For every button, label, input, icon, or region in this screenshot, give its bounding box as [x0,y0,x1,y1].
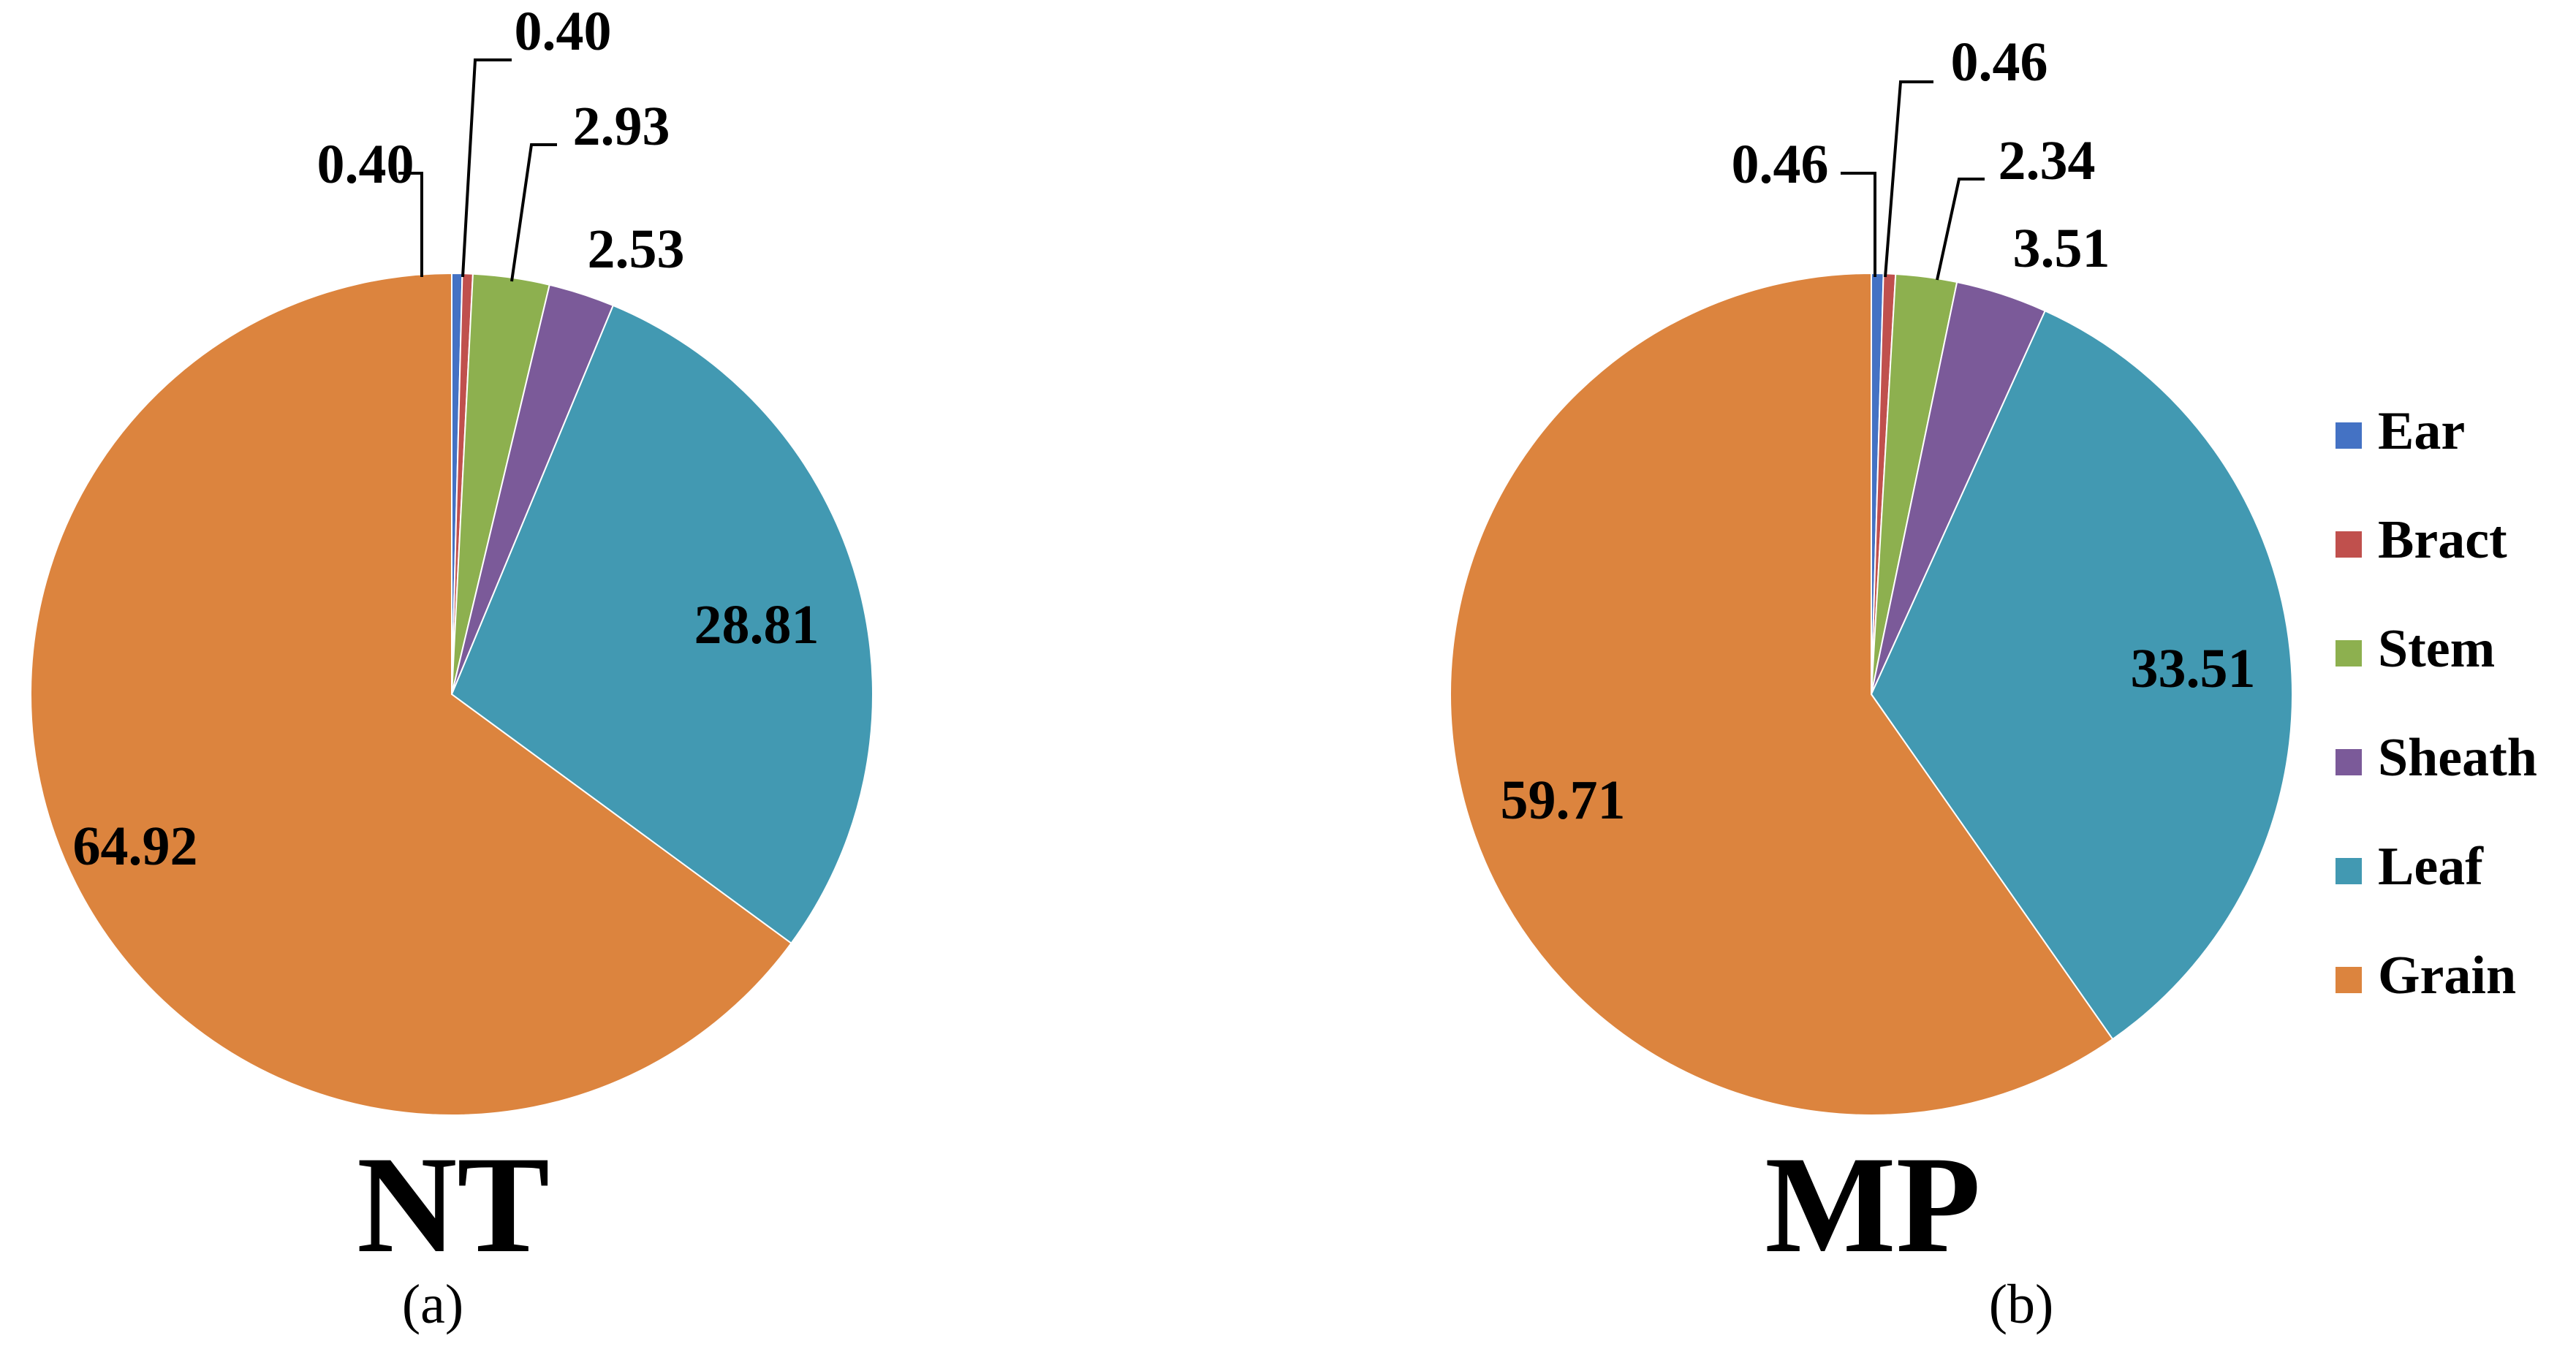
slice-nt-grain [30,272,792,1116]
leader-line-nt-bract [461,58,512,278]
legend-label-bract: Bract [2378,510,2507,570]
slice-mp-leaf [1870,310,2293,1041]
legend-label-sheath: Sheath [2378,728,2537,788]
slice-nt-leaf [450,304,874,945]
data-label-mp-grain: 59.71 [1501,770,1626,831]
legend-swatch-bract [2336,531,2362,558]
panel-label-b: (b) [1989,1274,2054,1335]
pie-chart-nt: 0.40 0.40 2.93 2.53 28.81 64.92 [30,1,874,1116]
data-label-nt-leaf: 28.81 [694,594,819,656]
pie-title-mp: MP [1765,1128,1980,1282]
panel-label-a: (a) [402,1274,463,1335]
legend: Ear Bract Stem Sheath Leaf Grain [2336,401,2537,1006]
data-label-nt-grain: 64.92 [73,816,198,877]
leader-line-nt-stem [510,143,557,282]
data-label-nt-bract: 0.40 [515,1,612,62]
legend-swatch-stem [2336,640,2362,666]
pie-title-nt: NT [357,1128,550,1282]
legend-label-grain: Grain [2378,946,2516,1006]
data-label-nt-ear: 0.40 [317,134,414,195]
data-label-mp-sheath: 3.51 [2013,218,2110,279]
data-label-mp-leaf: 33.51 [2131,638,2256,699]
data-label-mp-stem: 2.34 [1999,130,2096,191]
slice-mp-grain [1450,272,2114,1116]
leader-line-mp-stem [1936,178,1985,281]
data-label-mp-bract: 0.46 [1951,31,2048,93]
data-label-nt-stem: 2.93 [573,96,670,157]
legend-label-leaf: Leaf [2378,837,2484,897]
legend-label-stem: Stem [2378,619,2495,679]
leader-line-nt-ear [398,172,423,277]
legend-swatch-grain [2336,967,2362,993]
leader-line-mp-ear [1841,172,1876,277]
data-label-mp-ear: 0.46 [1732,134,1829,195]
data-label-nt-sheath: 2.53 [588,219,685,280]
legend-swatch-leaf [2336,858,2362,884]
legend-swatch-ear [2336,422,2362,449]
pie-chart-mp: 0.46 0.46 2.34 3.51 33.51 59.71 [1450,31,2293,1116]
leader-line-mp-bract [1884,80,1933,278]
legend-swatch-sheath [2336,749,2362,775]
legend-label-ear: Ear [2378,401,2465,461]
